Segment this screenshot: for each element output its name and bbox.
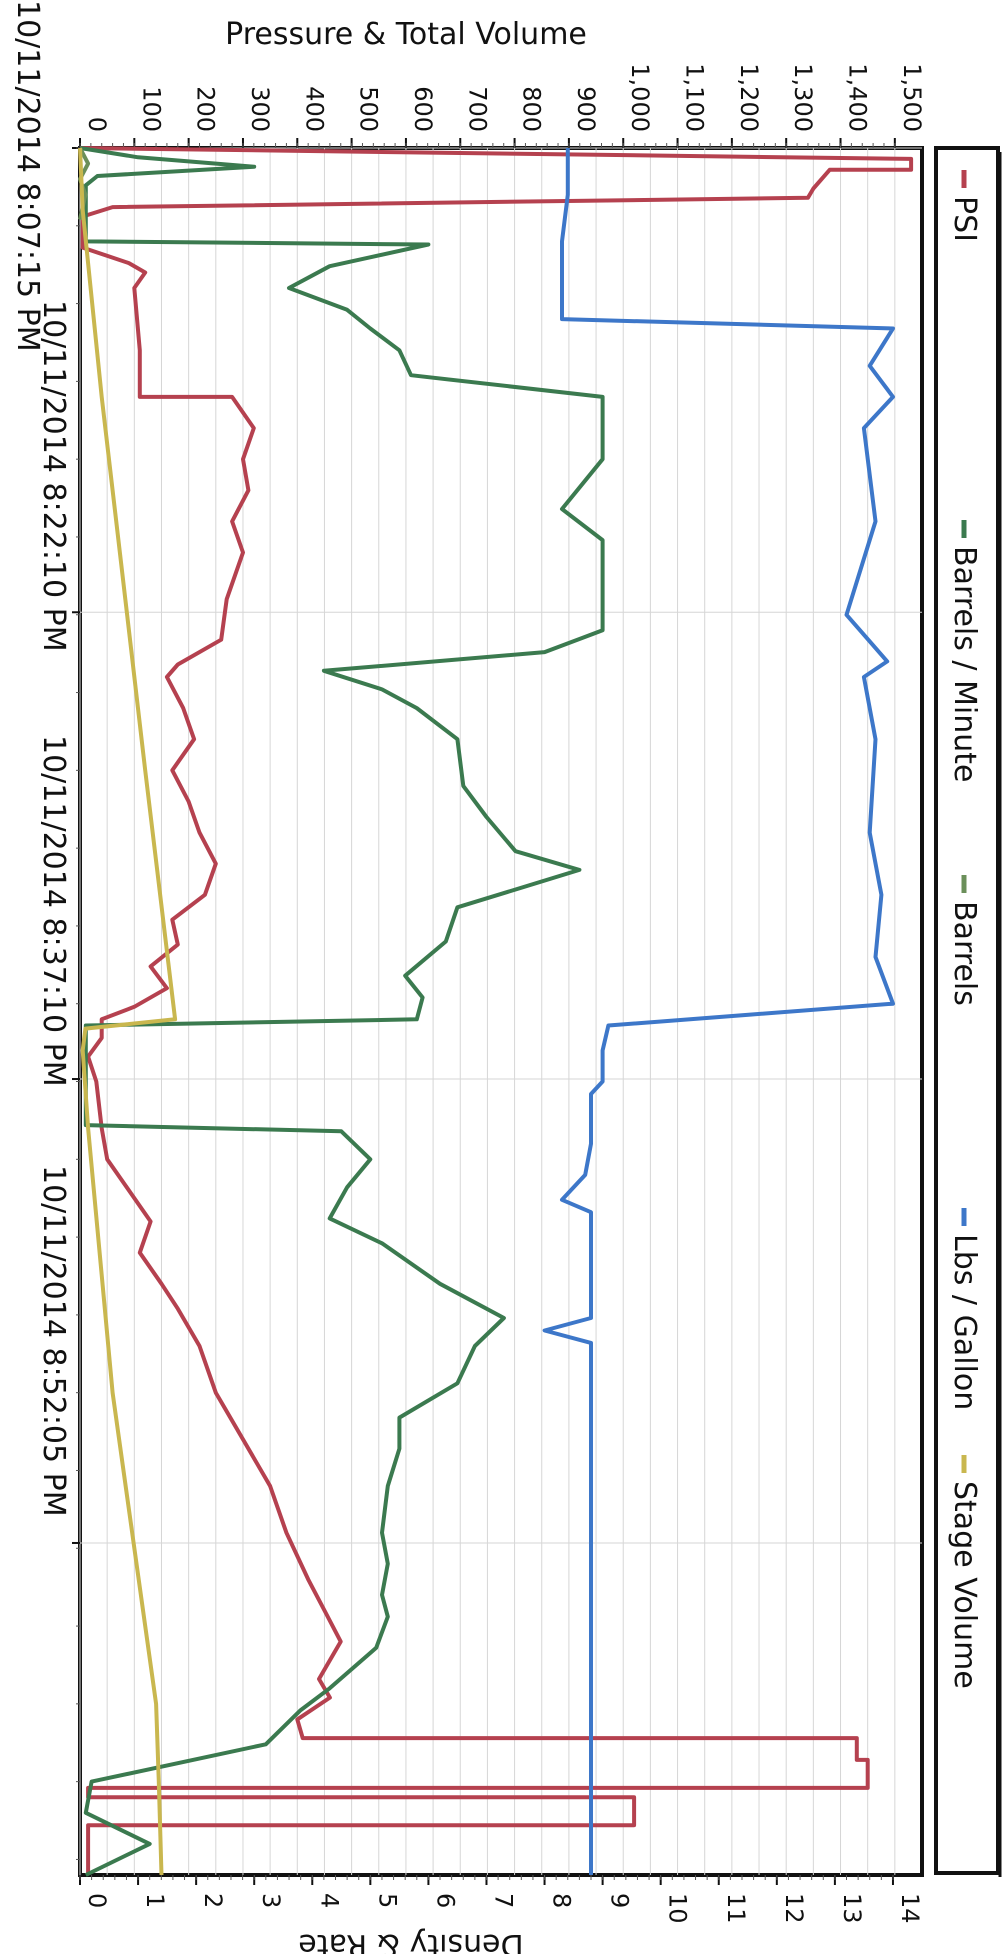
left-axis-tick-label: 1,400 (844, 63, 872, 132)
series-line-barrels-minute (79, 146, 605, 1877)
series-line-lbs-gallon (542, 148, 895, 1875)
right-axis-tick-label: 9 (606, 1893, 634, 1908)
series-line-psi (79, 146, 914, 1875)
right-axis-tick-label: 10 (664, 1893, 692, 1924)
right-axis-tick-label: 8 (548, 1893, 576, 1908)
left-axis-tick-label: 100 (137, 86, 165, 132)
right-axis-title: Density & Rate (298, 1927, 523, 1954)
legend-label: Barrels (947, 901, 982, 1006)
right-axis-tick-label: 1 (141, 1893, 169, 1908)
right-axis-tick-label: 6 (431, 1893, 459, 1908)
right-axis-tick-label: 5 (373, 1893, 401, 1908)
left-axis-title: Pressure & Total Volume (225, 17, 587, 52)
time-axis-tick-label: 10/11/2014 8:22:10 PM (36, 300, 71, 652)
left-axis-tick-label: 1,300 (789, 63, 817, 132)
legend-frame (934, 146, 1000, 1875)
right-axis-tick-label: 2 (199, 1893, 227, 1908)
series-layer (78, 146, 914, 1877)
left-axis-tick-label: 1,100 (681, 63, 709, 132)
left-axis-tick-label: 900 (572, 86, 600, 132)
left-axis-tick-label: 600 (409, 86, 437, 132)
right-axis-tick-label: 11 (722, 1893, 750, 1924)
right-axis-tick-label: 7 (489, 1893, 517, 1908)
legend-label: Stage Volume (947, 1481, 982, 1689)
left-axis-tick-label: 800 (518, 86, 546, 132)
time-axis-tick-label: 10/11/2014 8:37:10 PM (36, 735, 71, 1087)
grid-layer (79, 147, 922, 1875)
time-axis-tick-label: 10/11/2014 8:52:05 PM (36, 1165, 71, 1517)
right-axis-tick-label: 0 (83, 1893, 111, 1908)
left-axis: 0 100 200 300 400 500 600 700 800 900 1,000 1,100 1,… (79, 63, 926, 148)
left-axis-tick-label: 300 (246, 86, 274, 132)
legend-label: Barrels / Minute (947, 546, 982, 783)
right-axis: 0 1 2 3 4 5 6 7 8 9 10 11 12 13 14 (79, 1875, 924, 1924)
legend: PSI Barrels / Minute Barrels Lbs / Gallon St… (934, 146, 1002, 1877)
legend-label: PSI (947, 196, 982, 242)
time-axis-tick-label: 10/11/2014 8:07:15 PM (10, 0, 45, 352)
series-line-stage-volume (78, 147, 178, 1876)
right-axis-tick-label: 14 (896, 1893, 924, 1924)
axis-titles: Pressure & Total Volume Density & Rate (225, 17, 587, 1958)
legend-label: Lbs / Gallon (947, 1234, 982, 1410)
right-axis-tick-label: 3 (257, 1893, 285, 1908)
left-axis-tick-label: 1,500 (898, 63, 926, 132)
left-axis-tick-label: 700 (463, 86, 491, 132)
left-axis-tick-label: 400 (300, 86, 328, 132)
left-axis-tick-label: 1,200 (735, 63, 763, 132)
left-axis-tick-label: 500 (355, 86, 383, 132)
right-axis-tick-label: 13 (838, 1893, 866, 1924)
left-axis-tick-label: 0 (83, 117, 111, 132)
right-axis-tick-label: 4 (315, 1893, 343, 1908)
right-axis-tick-label: 12 (780, 1893, 808, 1924)
left-axis-tick-label: 200 (192, 86, 220, 132)
left-axis-tick-label: 1,000 (626, 63, 654, 132)
